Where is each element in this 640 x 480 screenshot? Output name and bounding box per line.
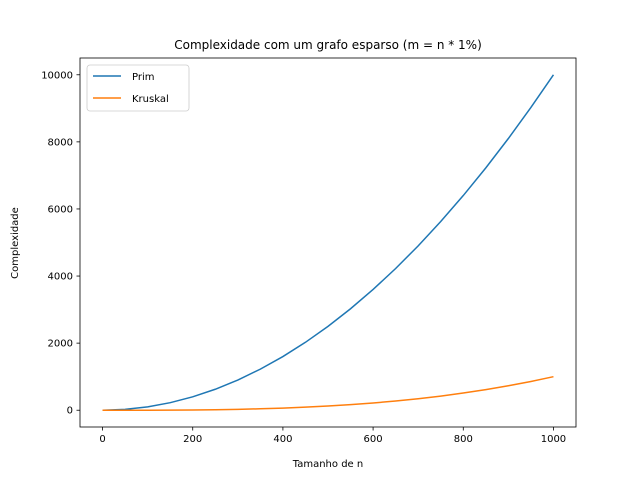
legend-label-kruskal: Kruskal [132, 94, 169, 105]
x-tick-label: 200 [183, 434, 202, 445]
chart-title: Complexidade com um grafo esparso (m = n… [174, 38, 482, 52]
y-axis-label: Complexidade [10, 207, 21, 279]
y-tick-label: 10000 [41, 70, 73, 81]
legend: Prim Kruskal [86, 64, 190, 112]
x-tick-label: 0 [99, 434, 105, 445]
axes-frame [79, 57, 577, 428]
y-tick-label: 8000 [48, 137, 73, 148]
series-line-kruskal [102, 375, 554, 411]
x-axis-label: Tamanho de n [292, 459, 363, 470]
x-tick-label: 800 [454, 434, 473, 445]
y-tick-label: 2000 [48, 339, 73, 350]
x-tick-label: 600 [364, 434, 383, 445]
y-tick-label: 4000 [48, 272, 73, 283]
legend-label-prim: Prim [132, 72, 155, 83]
series-line-prim [102, 74, 555, 411]
y-tick-label: 6000 [48, 204, 73, 215]
x-tick-label: 400 [273, 434, 292, 445]
y-tick-label: 0 [67, 406, 73, 417]
x-tick-label: 1000 [541, 434, 566, 445]
